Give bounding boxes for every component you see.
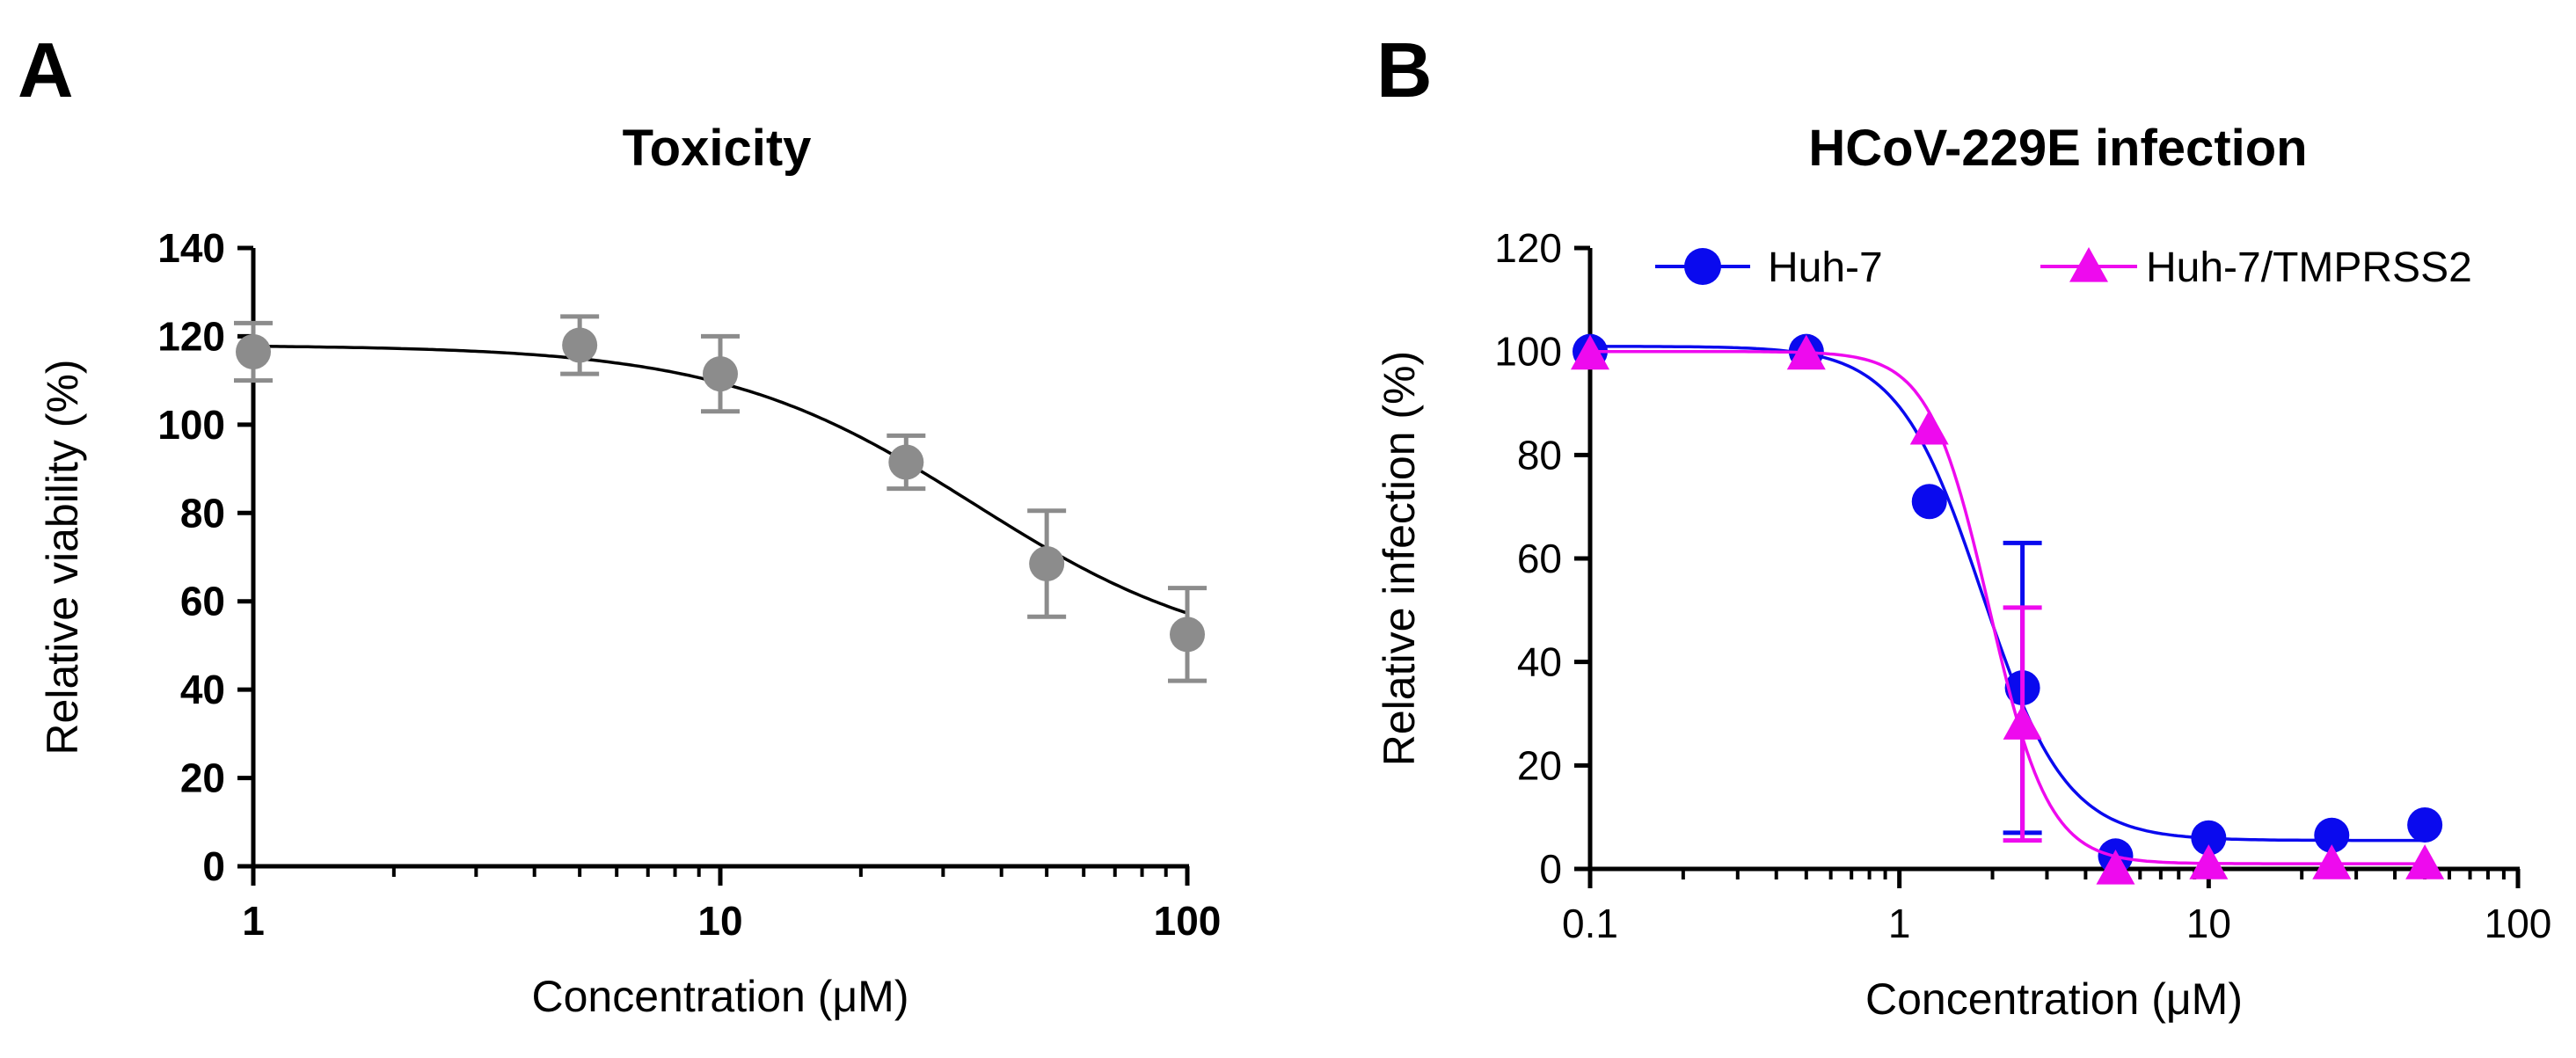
- data-point-triangle: [1786, 334, 1826, 370]
- data-point: [2407, 806, 2443, 843]
- x-tick-label: 1: [1888, 901, 1911, 946]
- legend-label-tmprss2: Huh-7/TMPRSS2: [2146, 244, 2472, 291]
- panel-a-chart: Toxicity 0 20 40 60 80 100 120 140 1 10 100 Concentr…: [38, 120, 1221, 1021]
- panel-b-chart: HCoV-229E infection 0 20 40 60 80 100 120 0.1 1 10…: [1375, 120, 2551, 1024]
- y-tick-label: 60: [1517, 536, 1562, 581]
- legend: Huh-7 Huh-7/TMPRSS2: [1655, 244, 2472, 291]
- data-point-triangle: [2312, 844, 2352, 879]
- y-tick-label: 100: [157, 402, 225, 448]
- y-axis-label: Relative infection (%): [1375, 351, 1424, 766]
- y-axis-label: Relative viability (%): [38, 359, 87, 755]
- x-tick-label: 1: [242, 898, 265, 944]
- data-point-triangle: [2003, 704, 2042, 740]
- x-tick-label: 0.1: [1562, 901, 1618, 946]
- data-point: [703, 356, 738, 392]
- x-axis-label: Concentration (μM): [532, 972, 909, 1021]
- x-axis-label: Concentration (μM): [1865, 974, 2243, 1024]
- data-point-triangle: [2405, 844, 2445, 879]
- data-point: [2314, 817, 2350, 853]
- data-point-triangle: [2096, 850, 2135, 885]
- data-point-triangle: [1909, 409, 1949, 445]
- y-tick-label: 120: [1494, 225, 1562, 271]
- data-point-triangle: [1571, 334, 1609, 370]
- data-point: [1029, 546, 1065, 582]
- y-tick-label: 20: [180, 755, 225, 801]
- panel-letter-a: A: [18, 26, 74, 113]
- data-point: [888, 444, 924, 480]
- panel-letter-b: B: [1376, 26, 1433, 113]
- y-tick-label: 140: [157, 225, 225, 271]
- data-point: [236, 334, 271, 370]
- fit-curve-series-0: [1590, 345, 2422, 843]
- legend-marker-tmprss2: [2069, 247, 2108, 282]
- y-tick-label: 100: [1494, 329, 1562, 375]
- x-tick-label: 100: [2485, 901, 2552, 946]
- x-tick-label: 10: [697, 898, 742, 944]
- y-tick-label: 60: [180, 579, 225, 624]
- x-tick-label: 10: [2186, 901, 2231, 946]
- chart-title: HCoV-229E infection: [1808, 120, 2307, 177]
- y-tick-label: 0: [1539, 846, 1562, 892]
- data-point: [1170, 617, 1205, 653]
- fit-curve-series-1: [1590, 349, 2422, 865]
- chart-title: Toxicity: [623, 120, 812, 177]
- y-tick-label: 120: [157, 313, 225, 359]
- y-tick-label: 20: [1517, 742, 1562, 788]
- data-point-triangle: [2189, 844, 2229, 879]
- data-point: [1911, 484, 1947, 520]
- y-tick-label: 40: [180, 667, 225, 712]
- legend-marker-huh7: [1684, 248, 1721, 285]
- y-tick-label: 80: [180, 490, 225, 536]
- x-tick-label: 100: [1154, 898, 1222, 944]
- y-tick-label: 80: [1517, 432, 1562, 478]
- data-point: [2191, 820, 2227, 856]
- y-tick-label: 40: [1517, 639, 1562, 685]
- data-point: [562, 327, 598, 363]
- y-tick-label: 0: [202, 843, 225, 889]
- legend-label-huh7: Huh-7: [1768, 244, 1883, 291]
